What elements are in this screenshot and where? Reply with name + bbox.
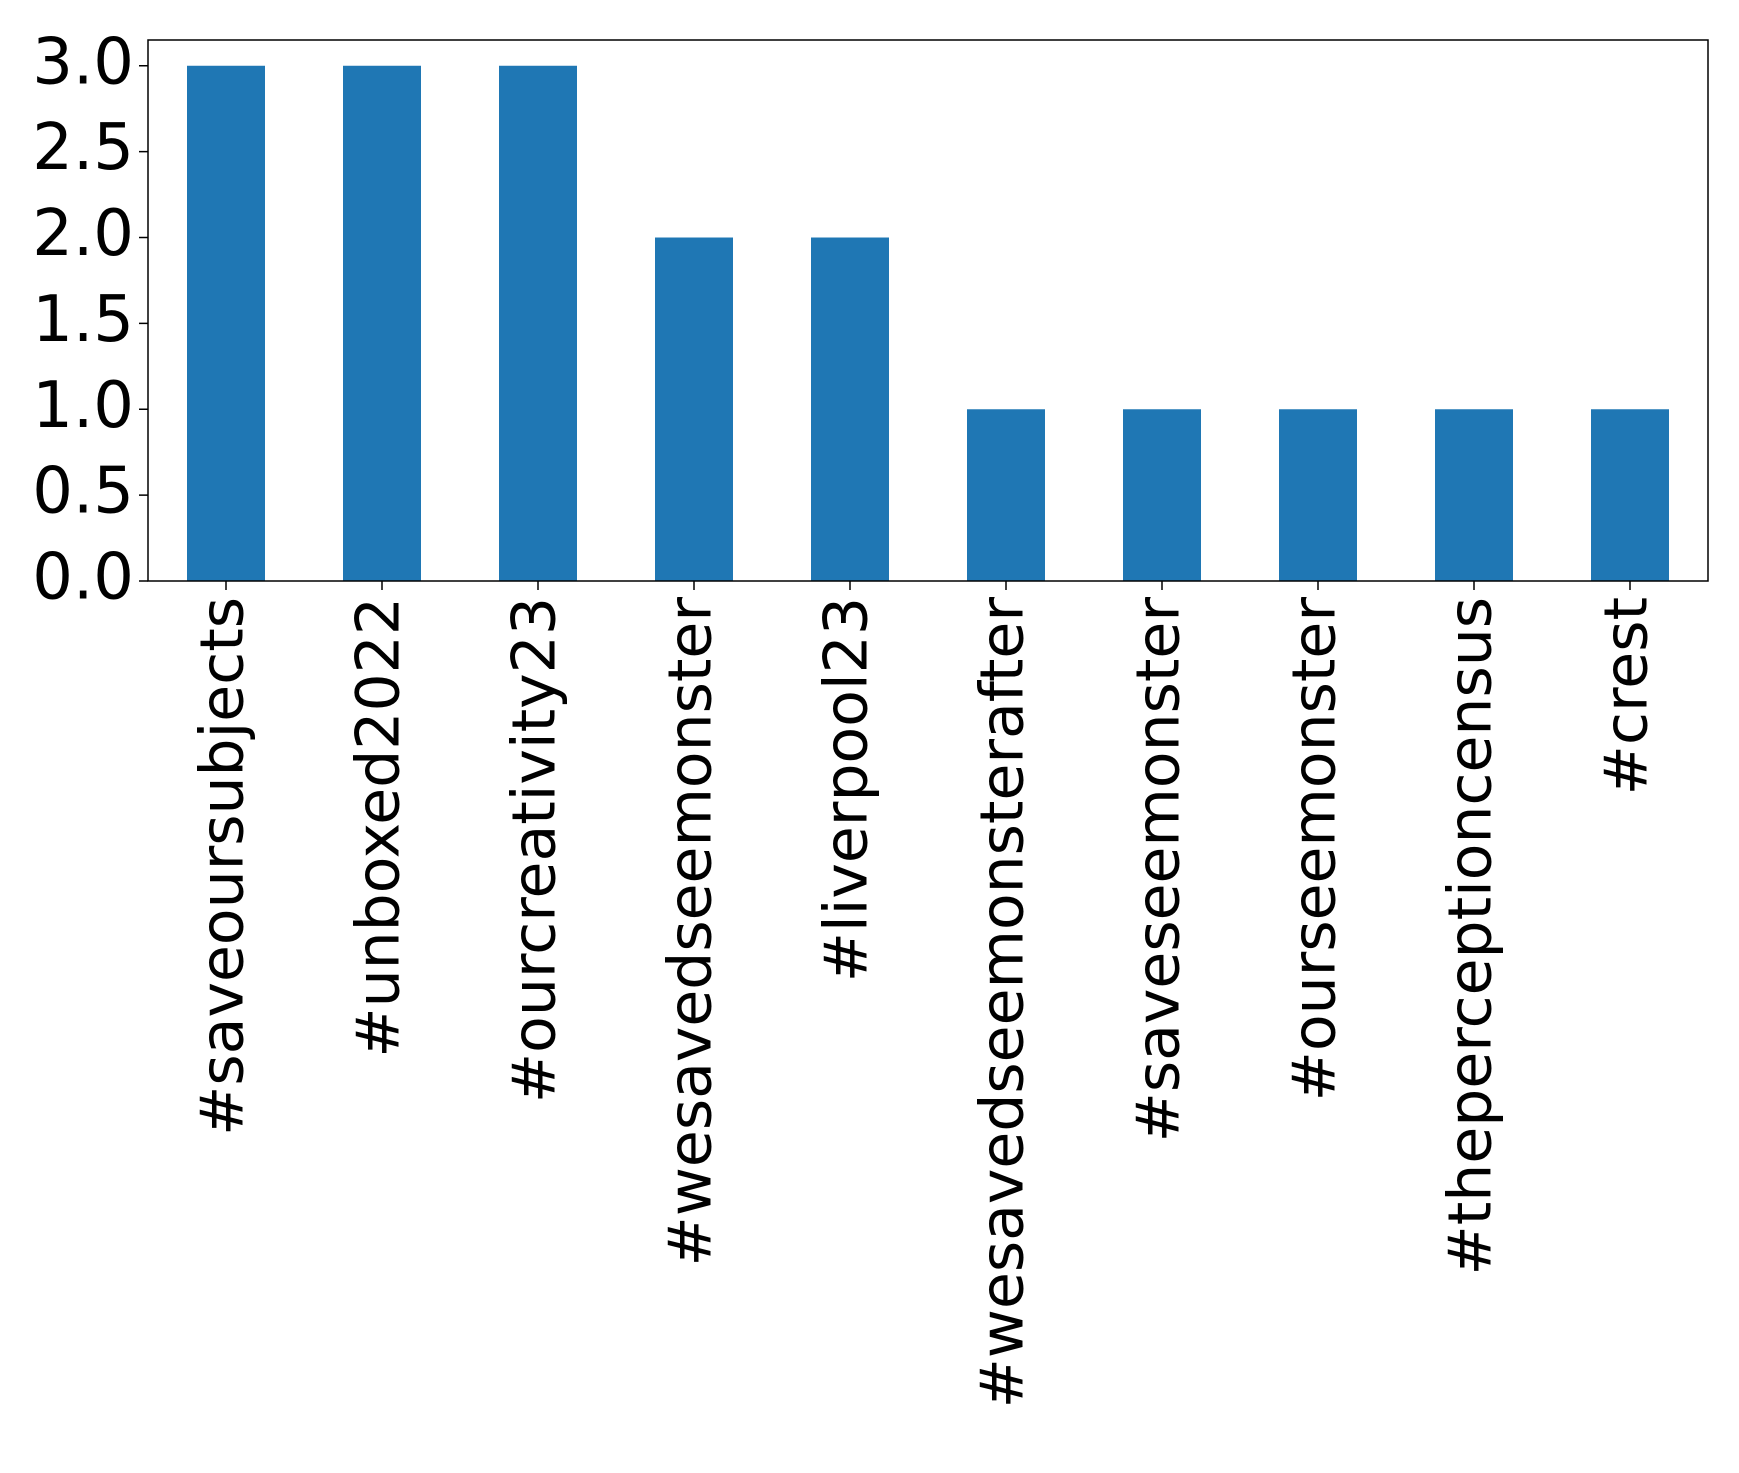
y-tick-label: 1.0 bbox=[32, 369, 134, 443]
y-tick-label: 0.5 bbox=[32, 455, 134, 529]
bar bbox=[1591, 409, 1669, 581]
x-tick-label: #liverpool23 bbox=[812, 597, 882, 982]
bar bbox=[1123, 409, 1201, 581]
bar bbox=[343, 65, 421, 581]
x-tick-label: #unboxed2022 bbox=[344, 597, 414, 1058]
y-tick-label: 0.0 bbox=[32, 541, 134, 615]
x-tick-label: #ourcreativity23 bbox=[500, 597, 570, 1103]
y-tick-label: 3.0 bbox=[32, 25, 134, 99]
x-tick-label: #wesavedseemonster bbox=[656, 597, 726, 1267]
bar bbox=[655, 237, 733, 581]
bar bbox=[967, 409, 1045, 581]
bar bbox=[811, 237, 889, 581]
y-tick-label: 1.5 bbox=[32, 283, 134, 357]
y-tick-label: 2.5 bbox=[32, 111, 134, 185]
x-tick-label: #saveseemonster bbox=[1124, 597, 1194, 1143]
x-tick-label: #saveoursubjects bbox=[188, 597, 258, 1136]
bar bbox=[499, 65, 577, 581]
x-tick-label: #theperceptioncensus bbox=[1436, 597, 1506, 1276]
x-tick-label: #ourseemonster bbox=[1280, 597, 1350, 1102]
bar bbox=[1279, 409, 1357, 581]
x-tick-label: #wesavedseemonsterafter bbox=[968, 597, 1038, 1409]
plot-frame bbox=[147, 39, 1709, 582]
bar bbox=[1435, 409, 1513, 581]
bar bbox=[187, 65, 265, 581]
x-tick-label: #crest bbox=[1592, 597, 1662, 795]
y-tick-label: 2.0 bbox=[32, 197, 134, 271]
